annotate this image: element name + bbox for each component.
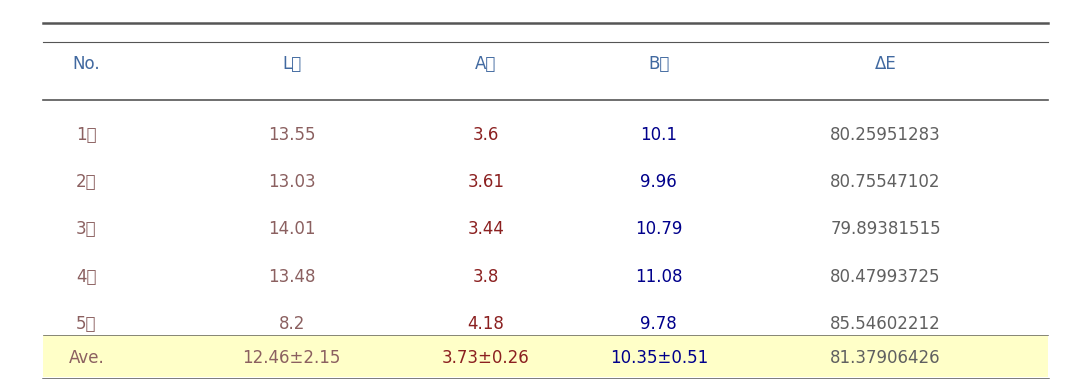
Text: 80.25951283: 80.25951283 [831,125,941,144]
Text: 3차: 3차 [76,220,97,238]
Text: 85.54602212: 85.54602212 [831,315,941,333]
Text: ΔE: ΔE [875,55,896,74]
Text: 3.61: 3.61 [468,173,504,191]
Text: 3.6: 3.6 [473,125,499,144]
Text: A값: A값 [475,55,497,74]
Text: 9.96: 9.96 [640,173,677,191]
Text: 4.18: 4.18 [468,315,504,333]
Text: 13.48: 13.48 [268,268,315,286]
Text: 9.78: 9.78 [640,315,677,333]
Text: 12.46±2.15: 12.46±2.15 [242,349,341,367]
Text: 10.35±0.51: 10.35±0.51 [610,349,707,367]
Text: 5차: 5차 [77,315,96,333]
Text: Ave.: Ave. [68,349,105,367]
Text: 11.08: 11.08 [635,268,683,286]
Text: 80.47993725: 80.47993725 [831,268,941,286]
Text: 1차: 1차 [76,125,97,144]
Text: L값: L값 [282,55,301,74]
Text: 14.01: 14.01 [268,220,315,238]
Text: 3.44: 3.44 [468,220,504,238]
FancyBboxPatch shape [43,335,1048,377]
Text: No.: No. [72,55,100,74]
Text: 13.03: 13.03 [268,173,315,191]
Text: 10.1: 10.1 [640,125,677,144]
Text: 3.8: 3.8 [473,268,499,286]
Text: 2차: 2차 [76,173,97,191]
Text: 80.75547102: 80.75547102 [831,173,941,191]
Text: 79.89381515: 79.89381515 [831,220,941,238]
Text: 3.73±0.26: 3.73±0.26 [442,349,530,367]
Text: 4차: 4차 [77,268,96,286]
Text: B값: B값 [648,55,670,74]
Text: 13.55: 13.55 [268,125,315,144]
Text: 8.2: 8.2 [279,315,305,333]
Text: 10.79: 10.79 [635,220,683,238]
Text: 81.37906426: 81.37906426 [831,349,941,367]
